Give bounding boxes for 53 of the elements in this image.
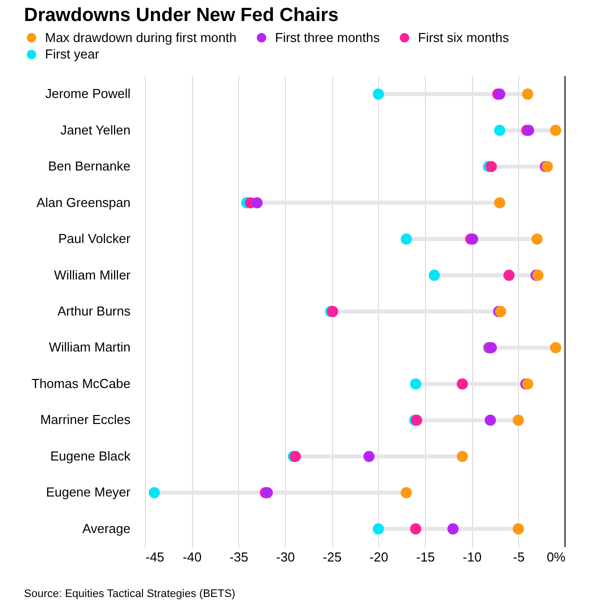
legend-label: First year xyxy=(45,46,100,62)
y-tick-label: William Martin xyxy=(48,340,130,355)
point xyxy=(550,124,562,136)
x-tick-label: -20 xyxy=(369,550,388,564)
x-tick-label: 0% xyxy=(546,550,566,564)
point xyxy=(494,197,506,208)
x-tick-label: -10 xyxy=(462,550,482,564)
x-tick-label: -15 xyxy=(416,550,435,564)
point xyxy=(494,124,506,136)
point xyxy=(456,378,468,390)
legend-label: Max drawdown during first month xyxy=(45,30,236,45)
point xyxy=(512,414,524,426)
point xyxy=(512,523,524,534)
point xyxy=(531,233,543,245)
x-tick-label: -30 xyxy=(276,550,295,564)
point xyxy=(447,523,459,534)
source-note: Source: Equities Tactical Strategies (BETS) xyxy=(24,588,236,600)
point xyxy=(456,450,468,462)
y-tick-label: William Miller xyxy=(54,267,132,282)
y-tick-label: Janet Yellen xyxy=(60,122,130,138)
y-tick-label: Jerome Powell xyxy=(45,86,131,102)
legend-label: First three months xyxy=(275,30,380,45)
x-tick-label: -45 xyxy=(146,550,164,564)
point xyxy=(428,270,440,281)
point xyxy=(372,523,384,534)
x-tick-label: -40 xyxy=(182,550,202,564)
y-tick-label: Average xyxy=(82,520,130,536)
point xyxy=(486,161,497,172)
point xyxy=(503,270,515,281)
x-tick-label: -5 xyxy=(513,550,525,564)
point xyxy=(148,487,160,498)
chart-title: Drawdowns Under New Fed Chairs xyxy=(24,5,339,26)
x-tick-label: -35 xyxy=(229,550,248,564)
point xyxy=(410,523,422,534)
point xyxy=(484,414,496,426)
point xyxy=(251,197,263,208)
point xyxy=(363,450,375,462)
point xyxy=(550,342,562,354)
point xyxy=(400,487,412,498)
y-tick-label: Ben Bernanke xyxy=(48,158,130,174)
y-tick-label: Thomas McCabe xyxy=(32,376,130,391)
y-tick-label: Alan Greenspan xyxy=(36,194,130,210)
point xyxy=(400,233,412,245)
y-tick-label: Paul Volcker xyxy=(58,231,132,246)
y-tick-label: Eugene Black xyxy=(50,448,131,464)
point xyxy=(410,378,422,390)
y-tick-label: Marriner Eccles xyxy=(40,412,131,428)
point xyxy=(372,88,384,100)
y-tick-label: Arthur Burns xyxy=(58,304,131,318)
legend-label: First six months xyxy=(418,30,510,45)
point xyxy=(522,88,534,100)
x-tick-label: -25 xyxy=(322,550,342,564)
y-tick-label: Eugene Meyer xyxy=(46,484,132,500)
